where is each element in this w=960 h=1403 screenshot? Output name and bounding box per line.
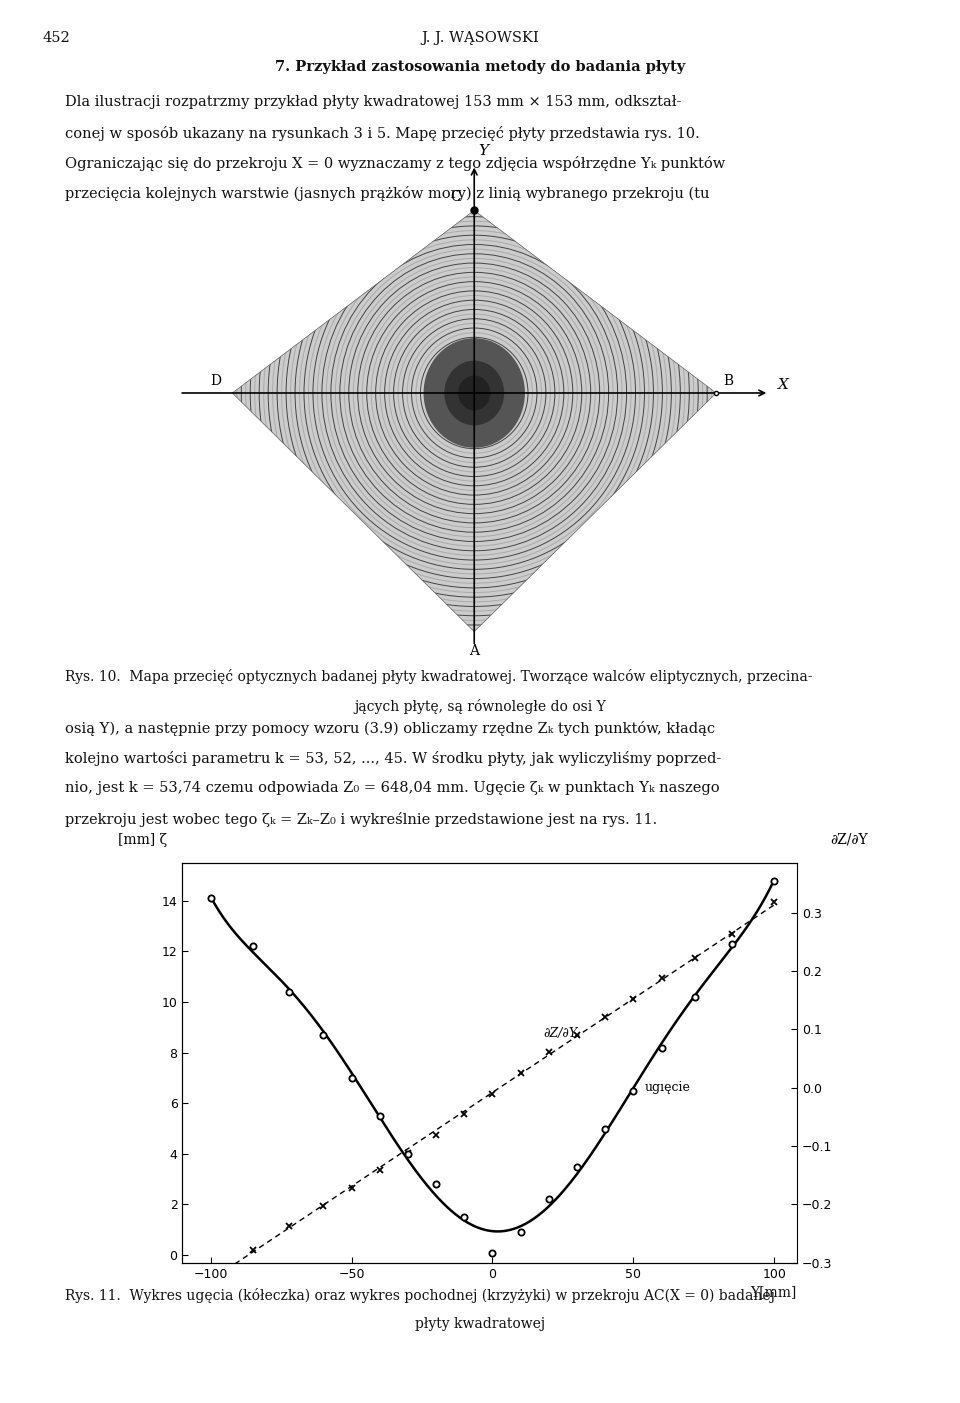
Text: conej w sposób ukazany na rysunkach 3 i 5. Mapę przecięć płyty przedstawia rys. : conej w sposób ukazany na rysunkach 3 i … (65, 125, 700, 140)
Text: kolejno wartości parametru k = 53, 52, ..., 45. W środku płyty, jak wyliczyliśmy: kolejno wartości parametru k = 53, 52, .… (65, 752, 722, 766)
Text: ugıęcie: ugıęcie (644, 1080, 690, 1093)
Ellipse shape (254, 166, 694, 620)
Text: przecięcia kolejnych warstwie (jasnych prążków mory) z linią wybranego przekroju: przecięcia kolejnych warstwie (jasnych p… (65, 185, 709, 201)
Text: ∂Z/∂Y: ∂Z/∂Y (830, 833, 868, 847)
Text: osią Y), a następnie przy pomocy wzoru (3.9) obliczamy rzędne Zₖ tych punktów, k: osią Y), a następnie przy pomocy wzoru (… (65, 721, 715, 737)
Ellipse shape (408, 324, 540, 462)
Ellipse shape (321, 233, 628, 553)
Text: A: A (469, 644, 479, 658)
Ellipse shape (276, 188, 672, 598)
Ellipse shape (423, 338, 525, 448)
Text: Dla ilustracji rozpatrzmy przykład płyty kwadratowej 153 mm × 153 mm, odkształ-: Dla ilustracji rozpatrzmy przykład płyty… (65, 95, 682, 109)
Ellipse shape (343, 257, 606, 530)
Text: 452: 452 (42, 31, 70, 45)
Text: Y: Y (478, 145, 489, 159)
Text: D: D (210, 373, 221, 387)
Text: Y[mm]: Y[mm] (751, 1285, 797, 1299)
Text: Ograniczając się do przekroju X = 0 wyznaczamy z tego zdjęcia współrzędne Yₖ pun: Ograniczając się do przekroju X = 0 wyzn… (65, 156, 726, 171)
Text: przekroju jest wobec tego ζₖ = Zₖ–Z₀ i wykreślnie przedstawione jest na rys. 11.: przekroju jest wobec tego ζₖ = Zₖ–Z₀ i w… (65, 811, 658, 826)
Ellipse shape (458, 376, 491, 411)
Text: J. J. WĄSOWSKI: J. J. WĄSOWSKI (421, 31, 539, 45)
Ellipse shape (232, 142, 716, 644)
Ellipse shape (299, 210, 650, 575)
Text: płyty kwadratowej: płyty kwadratowej (415, 1317, 545, 1331)
Ellipse shape (386, 302, 563, 484)
Text: Rys. 11.  Wykres ugęcia (kółeczka) oraz wykres pochodnej (krzyżyki) w przekroju : Rys. 11. Wykres ugęcia (kółeczka) oraz w… (65, 1288, 775, 1303)
Ellipse shape (452, 370, 496, 415)
Text: jących płytę, są równoległe do osi Y: jących płytę, są równoległe do osi Y (354, 699, 606, 714)
Text: B: B (723, 373, 733, 387)
Text: nio, jest k = 53,74 czemu odpowiada Z₀ = 648,04 mm. Ugęcie ζₖ w punktach Yₖ nasz: nio, jest k = 53,74 czemu odpowiada Z₀ =… (65, 781, 720, 796)
Ellipse shape (430, 348, 518, 439)
Text: C: C (450, 191, 461, 203)
Text: X: X (779, 377, 789, 391)
Ellipse shape (444, 361, 504, 425)
Text: ∂Z/∂Y: ∂Z/∂Y (543, 1027, 577, 1040)
Text: 7. Przykład zastosowania metody do badania płyty: 7. Przykład zastosowania metody do badan… (275, 60, 685, 74)
Text: Rys. 10.  Mapa przecięć optycznych badanej płyty kwadratowej. Tworzące walców el: Rys. 10. Mapa przecięć optycznych badane… (65, 669, 813, 685)
Ellipse shape (364, 279, 585, 506)
Text: [mm] ζ: [mm] ζ (118, 833, 167, 847)
